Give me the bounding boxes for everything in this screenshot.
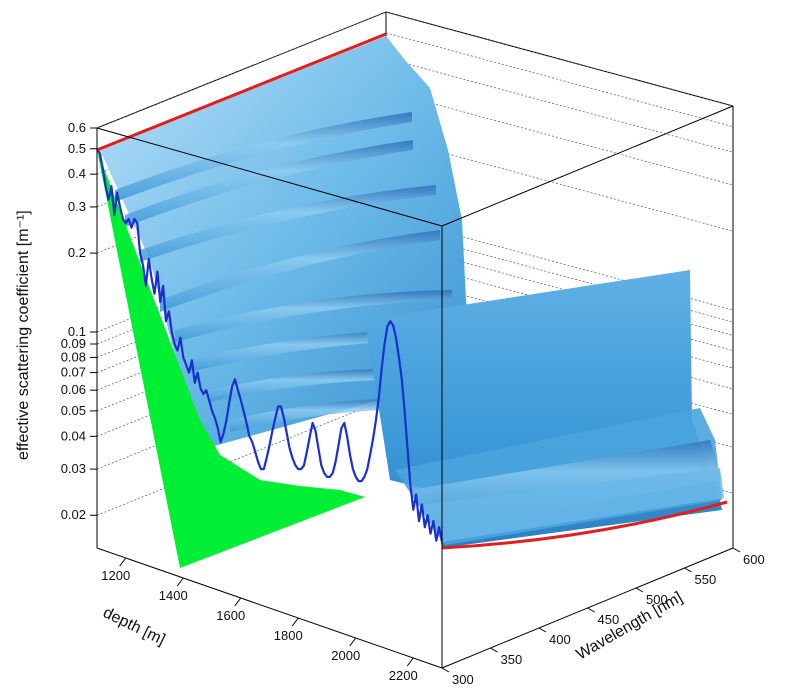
surface-ridge [420,468,724,542]
profile-lines [96,32,728,550]
wavelength-profile-bottom [441,500,728,550]
surface-ridge [160,230,440,312]
depth-tick-label: 1800 [274,628,303,643]
z-tick-label: 0.06 [61,382,86,397]
wavelength-tick-label: 300 [452,672,474,687]
z-tick-label: 0.1 [68,324,86,339]
depth-tick-mark [119,557,127,567]
z-tick-label: 0.03 [61,461,86,476]
wavelength-profile-top [96,32,387,152]
wavelength-tick-mark [490,647,498,653]
z-tick-label: 0.02 [61,507,86,522]
depth-axis-title: depth [m] [100,604,167,649]
z-tick-label: 0.4 [68,166,86,181]
wavelength-tick-label: 400 [549,632,571,647]
depth-profile-line [96,148,444,542]
surface-ridge [175,290,452,342]
wavelength-axis-ticks: 300 350 400 450 500 550 600 [441,547,765,687]
z-tick-label: 0.05 [61,403,86,418]
wavelength-tick-label: 550 [695,572,717,587]
box-edge [96,547,443,669]
z-tick-label: 0.6 [68,120,86,135]
wavelength-tick-mark [587,607,595,613]
wavelength-tick-label: 350 [501,652,523,667]
z-tick-label: 0.5 [68,141,86,156]
surface-ridge [140,185,436,262]
depth-tick-label: 1200 [101,568,130,583]
z-tick-label: 0.04 [61,428,86,443]
surface-ridge [115,112,412,202]
z-axis-title: effective scattering coefficient [m⁻¹] [15,210,32,460]
surface-ridge [125,140,413,227]
wavelength-tick-mark [684,567,692,573]
box-edge [96,127,443,227]
depth-tick-mark [176,577,184,587]
wavelength-tick-mark [635,587,644,593]
z-tick-label: 0.2 [68,245,86,260]
depth-tick-label: 2000 [331,648,360,663]
grid-line [385,32,734,128]
wavelength-tick-mark [441,667,450,673]
wavelength-tick-label: 500 [646,592,668,607]
depth-tick-label: 1600 [216,608,245,623]
box-edge [96,11,387,129]
z-tick-label: 0.08 [61,349,86,364]
depth-tick-mark [234,597,242,607]
z-tick-label: 0.07 [61,365,86,380]
box-edge [441,105,734,227]
wavelength-tick-mark [732,547,741,553]
z-tick-label: 0.3 [68,199,86,214]
depth-axis-ticks: 1200 1400 1600 1800 2000 2200 [101,557,418,683]
wavelength-tick-mark [538,627,547,633]
depth-tick-mark [291,617,299,627]
depth-tick-mark [406,657,414,667]
wavelength-tick-label: 450 [598,612,620,627]
scattering-surface [100,36,724,548]
depth-tick-label: 1400 [159,588,188,603]
wavelength-tick-label: 600 [743,552,765,567]
box-edge [385,11,734,107]
z-tick-label: 0.09 [61,336,86,351]
depth-floor-fill [97,150,365,568]
depth-tick-label: 2200 [389,668,418,683]
depth-tick-mark [349,637,357,647]
wavelength-axis-title: Wavelength [nm] [574,589,686,663]
floor-fill [97,150,365,568]
z-axis-ticks: 0.02 0.03 0.04 0.05 0.06 0.070.080.090.1 0.2 0.… [61,120,97,522]
